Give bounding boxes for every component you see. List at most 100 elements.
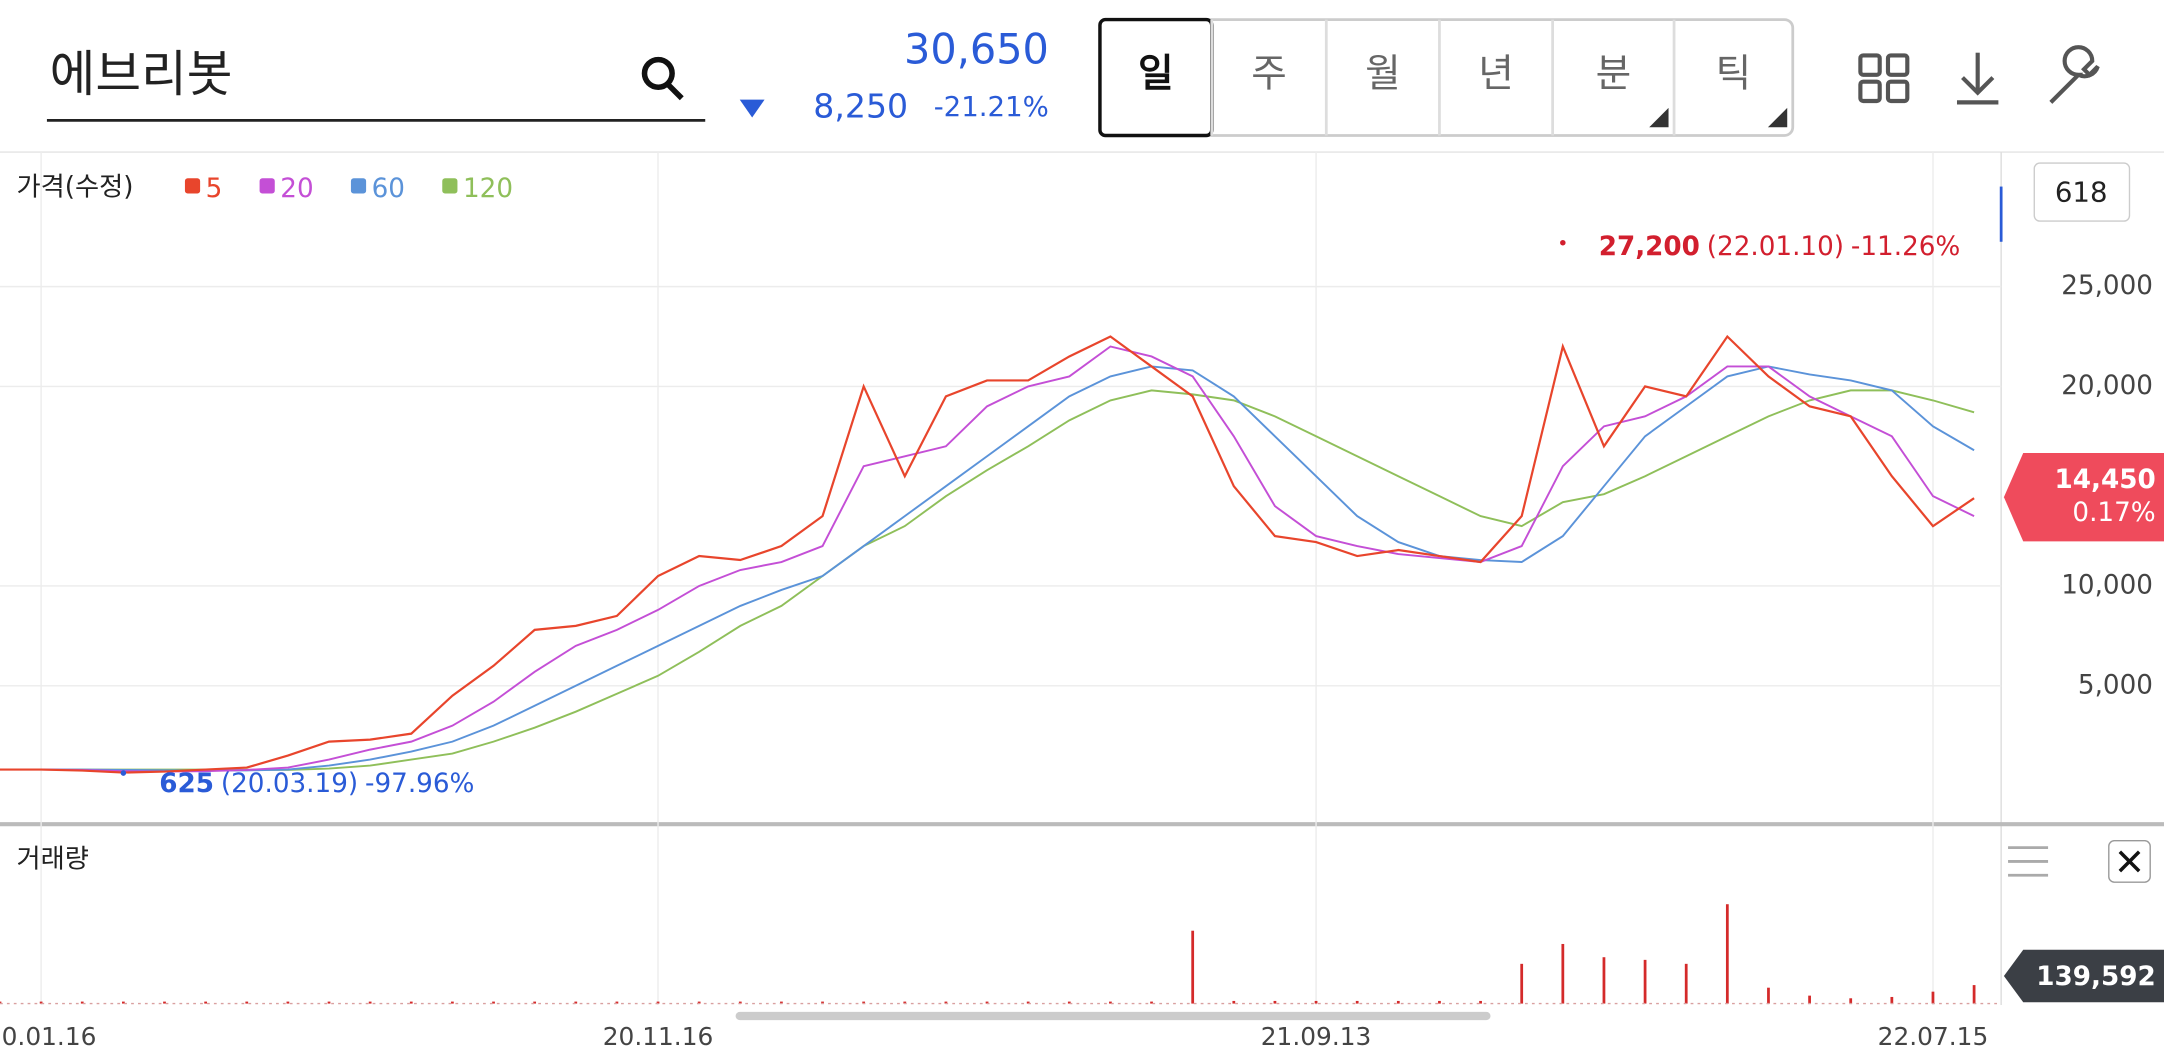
volume-bar [1767,987,1770,1004]
volume-bar [697,1001,701,1004]
volume-bar [1273,1000,1277,1004]
count: 618 [2055,175,2108,208]
volume-bar [862,1001,866,1004]
y-tick-label: 5,000 [2078,670,2153,700]
legend-label: 20 [280,174,313,204]
legend-label: 120 [463,174,513,204]
legend-swatch [350,178,367,194]
scrollbar[interactable] [735,1011,1491,1021]
volume-bar [368,1001,372,1004]
volume-bar [492,1001,495,1004]
down-arrow [739,99,765,118]
y-tick-label: 10,000 [2061,570,2153,600]
volume-bar [821,1001,824,1004]
current-change: 0.17% [2072,498,2155,528]
volume-bar [1314,1000,1318,1004]
y-tick-label: 25,000 [2061,271,2153,301]
low-change: -97.96% [365,769,474,799]
legend-label: 5 [206,174,223,204]
volume-bar [1355,1000,1359,1004]
change: 8,250 [813,86,908,125]
high-marker [1560,239,1566,246]
legend-label: 60 [372,174,405,204]
volume-bar [1520,963,1524,1004]
current-price-box [2003,453,2164,542]
legend-swatch [442,178,458,194]
search-icon[interactable] [641,56,684,101]
x-tick-label: 22.07.15 [1878,1022,1989,1048]
series-line [0,389,1975,771]
volume-bar [451,1001,454,1004]
volume-bar [80,1001,84,1004]
count-box[interactable] [2033,162,2131,222]
close-icon [2118,850,2141,873]
volume-bar [286,1001,290,1004]
price: 30,650 [904,26,1049,74]
volume-bar [39,1001,43,1004]
volume-bar [615,1001,619,1004]
volume-bar [1191,930,1195,1004]
volume-bar [780,1001,783,1004]
volume-bar [533,1001,537,1004]
tab[interactable]: 분 [1596,52,1632,97]
panel-label: 가격(수정) [17,172,134,202]
menu-icon[interactable] [2008,846,2049,877]
current-volume-box [2003,949,2164,1003]
volume-bar [1725,904,1729,1004]
stock-name[interactable]: 에브리봇 [50,45,233,103]
volume-bar [1643,959,1647,1004]
current-price: 14,450 [2055,465,2156,495]
volume-bar [1232,1000,1236,1004]
low-marker [120,770,127,776]
high-date: (22.01.10) [1707,231,1844,261]
volume-bar [1067,1001,1071,1004]
low-annotation: 625 (20.03.19) -97.96% [159,769,474,799]
volume-bar [1602,957,1606,1004]
volume-bar [1150,1001,1153,1004]
volume-bar [944,1001,948,1004]
volume-bar [903,1001,907,1004]
volume-bar [1931,991,1935,1004]
volume-bar [1972,985,1976,1004]
high-change: -11.26% [1851,231,1960,261]
volume-bar [985,1001,989,1004]
legend-swatch [184,178,201,194]
tab[interactable]: 주 [1251,52,1287,97]
volume-bar [0,1001,2,1004]
tab[interactable]: 월 [1365,52,1401,97]
high-label: 27,200 [1599,231,1700,261]
volume-bar [738,1001,742,1004]
volume-bar [122,1001,125,1004]
volume-bar [1438,1000,1441,1004]
volume-bar [574,1001,578,1004]
volume-bar [327,1001,331,1004]
series-line [0,365,1975,772]
volume-bar [1849,998,1853,1004]
x-tick-label: 20.01.16 [0,1022,96,1048]
volume-bar [409,1001,413,1004]
grid-icon[interactable] [1858,53,1910,104]
volume-bar [1684,963,1688,1004]
volume-bar [163,1001,166,1004]
tab[interactable]: 년 [1478,52,1514,97]
volume-bar [245,1001,249,1004]
volume-bar [1808,995,1811,1004]
low-label: 625 [159,769,214,799]
tab-corner [1767,107,1788,128]
x-tick-label: 20.11.16 [603,1022,714,1048]
download-icon[interactable] [1956,52,1999,105]
volume-bar [1479,1000,1482,1004]
tab[interactable]: 일 [1138,52,1174,97]
series-line [0,345,1975,773]
high-annotation: 27,200 (22.01.10) -11.26% [1599,231,1961,261]
current-volume: 139,592 [2036,962,2155,992]
volume-bar [1561,943,1565,1004]
tab[interactable]: 틱 [1716,52,1752,97]
legend-swatch [259,178,275,194]
volume-bar [1890,996,1894,1004]
series-line [0,334,1975,774]
settings-icon[interactable] [2049,45,2100,104]
volume-bar [204,1001,208,1004]
